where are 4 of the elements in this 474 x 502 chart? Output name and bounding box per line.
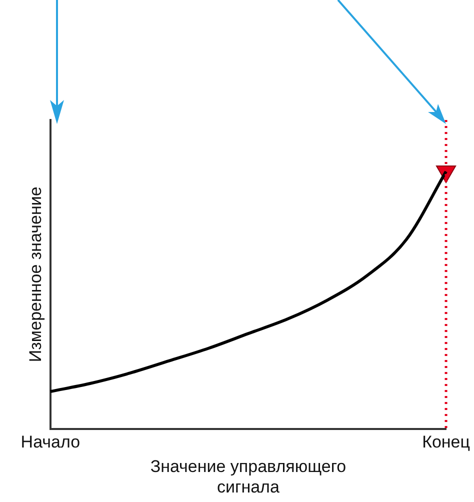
x-tick-label: Конец (422, 432, 470, 452)
x-axis-title: Значение управляющего сигнала (150, 457, 346, 496)
y-axis-title: Измеренное значение (26, 186, 45, 362)
x-tick-label: Начало (20, 432, 80, 452)
